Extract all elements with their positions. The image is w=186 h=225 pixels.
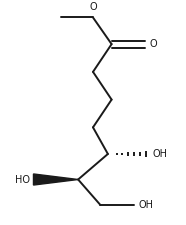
Text: O: O xyxy=(89,2,97,12)
Text: HO: HO xyxy=(15,175,30,184)
Polygon shape xyxy=(33,174,78,185)
Text: OH: OH xyxy=(153,149,168,159)
Text: OH: OH xyxy=(138,200,153,210)
Text: O: O xyxy=(150,39,157,49)
